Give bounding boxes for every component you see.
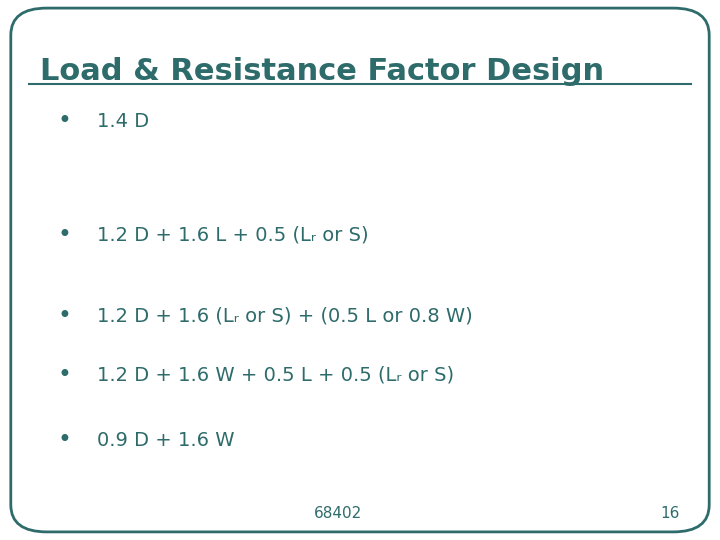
Text: •: • <box>58 223 72 247</box>
FancyBboxPatch shape <box>11 8 709 532</box>
Text: 0.9 D + 1.6 W: 0.9 D + 1.6 W <box>97 430 235 450</box>
Text: •: • <box>58 304 72 328</box>
Text: 1.2 D + 1.6 W + 0.5 L + 0.5 (Lᵣ or S): 1.2 D + 1.6 W + 0.5 L + 0.5 (Lᵣ or S) <box>97 366 454 385</box>
Text: 1.2 D + 1.6 L + 0.5 (Lᵣ or S): 1.2 D + 1.6 L + 0.5 (Lᵣ or S) <box>97 225 369 245</box>
Text: •: • <box>58 110 72 133</box>
Text: Load & Resistance Factor Design: Load & Resistance Factor Design <box>40 57 604 86</box>
Text: •: • <box>58 428 72 452</box>
Text: 16: 16 <box>660 506 679 521</box>
Text: 1.2 D + 1.6 (Lᵣ or S) + (0.5 L or 0.8 W): 1.2 D + 1.6 (Lᵣ or S) + (0.5 L or 0.8 W) <box>97 306 473 326</box>
Text: 1.4 D: 1.4 D <box>97 112 149 131</box>
Text: •: • <box>58 363 72 387</box>
Text: 68402: 68402 <box>314 506 363 521</box>
